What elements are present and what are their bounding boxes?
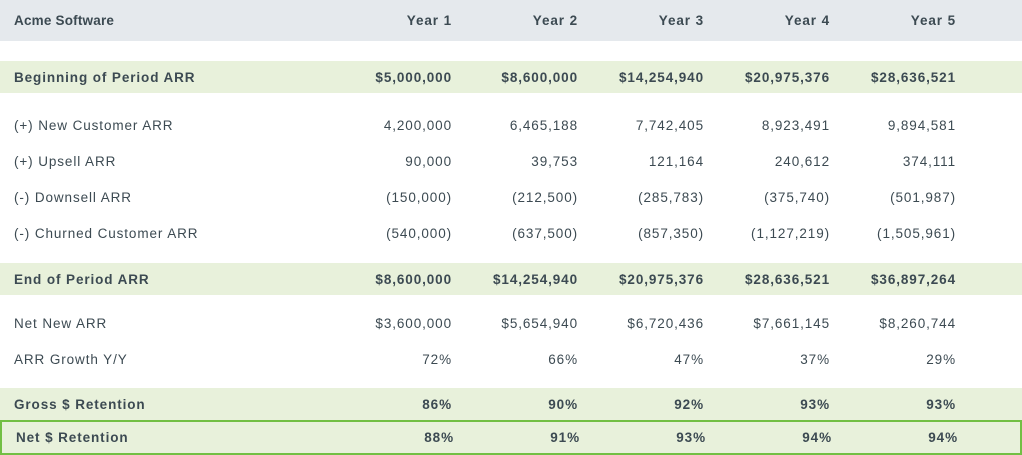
table-row-new-customer-arr: (+) New Customer ARR 4,200,000 6,465,188 7,…: [0, 107, 1022, 143]
cell-value: 94%: [928, 430, 958, 445]
cell-value: 72%: [422, 351, 452, 367]
cell-value: 93%: [926, 396, 956, 412]
cell-value: $20,975,376: [745, 69, 830, 85]
cell-value: $8,600,000: [375, 271, 452, 287]
table-body: Beginning of Period ARR $5,000,000 $8,600,…: [0, 61, 1022, 455]
cell-value: (150,000): [386, 189, 452, 205]
cell-value: 374,111: [902, 153, 956, 169]
table-row-churned-customer-arr: (-) Churned Customer ARR (540,000) (637,50…: [0, 215, 1022, 251]
table-row-upsell-arr: (+) Upsell ARR 90,000 39,753 121,164 240,612…: [0, 143, 1022, 179]
cell-value: 91%: [550, 430, 580, 445]
cell-value: $6,720,436: [627, 315, 704, 331]
table-header-row: Acme Software Year 1 Year 2 Year 3 Year …: [0, 0, 1022, 41]
cell-value: 93%: [800, 396, 830, 412]
cell-value: (212,500): [512, 189, 578, 205]
cell-value: $28,636,521: [871, 69, 956, 85]
cell-value: $20,975,376: [619, 271, 704, 287]
cell-value: 9,894,581: [887, 117, 956, 133]
cell-value: $14,254,940: [619, 69, 704, 85]
table-row-arr-growth-y-y: ARR Growth Y/Y 72% 66% 47% 37% 29%: [0, 341, 1022, 377]
table-row-end-of-period-arr: End of Period ARR $8,600,000 $14,254,940 $2…: [0, 263, 1022, 295]
row-label: Gross $ Retention: [14, 396, 146, 412]
table-row-net-new-arr: Net New ARR $3,600,000 $5,654,940 $6,720,43…: [0, 305, 1022, 341]
cell-value: $8,600,000: [501, 69, 578, 85]
cell-value: $5,000,000: [375, 69, 452, 85]
table-row-beginning-of-period-arr: Beginning of Period ARR $5,000,000 $8,600,…: [0, 61, 1022, 93]
cell-value: $36,897,264: [871, 271, 956, 287]
cell-value: 90%: [548, 396, 578, 412]
cell-value: $3,600,000: [375, 315, 452, 331]
cell-value: (285,783): [638, 189, 704, 205]
table-row-gross-retention: Gross $ Retention 86% 90% 92% 93% 93%: [0, 388, 1022, 420]
cell-value: 90,000: [405, 153, 452, 169]
cell-value: 4,200,000: [383, 117, 452, 133]
cell-value: 240,612: [774, 153, 830, 169]
row-label: Beginning of Period ARR: [14, 69, 196, 85]
cell-value: (375,740): [764, 189, 830, 205]
cell-value: 88%: [424, 430, 454, 445]
cell-value: 8,923,491: [761, 117, 830, 133]
cell-value: (540,000): [386, 225, 452, 241]
cell-value: 92%: [674, 396, 704, 412]
cell-value: $14,254,940: [493, 271, 578, 287]
cell-value: 39,753: [531, 153, 578, 169]
row-label: ARR Growth Y/Y: [14, 351, 128, 367]
cell-value: 86%: [422, 396, 452, 412]
cell-value: 7,742,405: [635, 117, 704, 133]
row-label: Net $ Retention: [16, 430, 129, 445]
cell-value: 37%: [800, 351, 830, 367]
row-label: (-) Downsell ARR: [14, 189, 132, 205]
table-row-net-retention: Net $ Retention 88% 91% 93% 94% 94%: [0, 420, 1022, 455]
column-header-year-5: Year 5: [910, 13, 956, 28]
column-header-year-3: Year 3: [658, 13, 704, 28]
cell-value: $28,636,521: [745, 271, 830, 287]
cell-value: $5,654,940: [501, 315, 578, 331]
cell-value: (1,127,219): [751, 225, 830, 241]
cell-value: (857,350): [638, 225, 704, 241]
table-row-downsell-arr: (-) Downsell ARR (150,000) (212,500) (285,7…: [0, 179, 1022, 215]
column-header-year-2: Year 2: [532, 13, 578, 28]
cell-value: 6,465,188: [509, 117, 578, 133]
row-label: (-) Churned Customer ARR: [14, 225, 199, 241]
cell-value: (501,987): [890, 189, 956, 205]
cell-value: 121,164: [648, 153, 704, 169]
cell-value: (1,505,961): [877, 225, 956, 241]
cell-value: 94%: [802, 430, 832, 445]
row-label: (+) New Customer ARR: [14, 117, 174, 133]
cell-value: 93%: [676, 430, 706, 445]
cell-value: 47%: [674, 351, 704, 367]
row-label: End of Period ARR: [14, 271, 150, 287]
column-header-year-4: Year 4: [784, 13, 830, 28]
cell-value: 29%: [926, 351, 956, 367]
column-header-year-1: Year 1: [406, 13, 452, 28]
row-label: Net New ARR: [14, 315, 108, 331]
cell-value: (637,500): [512, 225, 578, 241]
cell-value: $8,260,744: [879, 315, 956, 331]
row-label: (+) Upsell ARR: [14, 153, 117, 169]
cell-value: $7,661,145: [753, 315, 830, 331]
company-name: Acme Software: [14, 13, 115, 28]
cell-value: 66%: [548, 351, 578, 367]
